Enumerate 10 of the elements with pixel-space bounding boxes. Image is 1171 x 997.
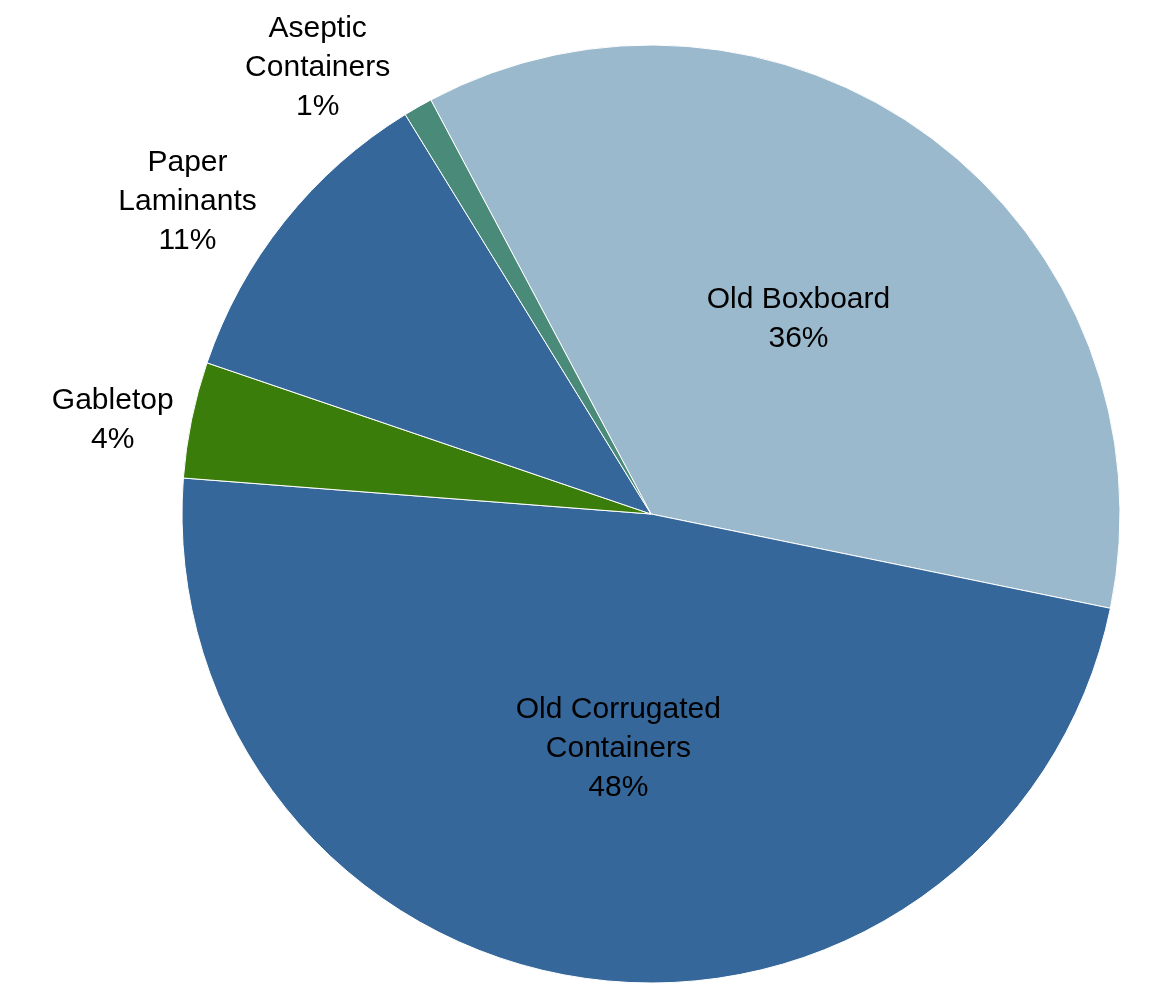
slice-label: Old Boxboard — [706, 280, 891, 314]
data-label: 11% — [158, 222, 217, 256]
slice-label: Aseptic Containers — [245, 9, 391, 82]
slice-label: Paper Laminants — [118, 144, 257, 217]
data-label: 48% — [588, 768, 649, 802]
slice-label: Old Corrugated Containers — [515, 690, 721, 763]
data-label: 36% — [768, 319, 829, 353]
data-label: 4% — [91, 421, 135, 455]
slice-label: Gabletop — [51, 382, 174, 416]
data-label: 1% — [295, 87, 340, 121]
